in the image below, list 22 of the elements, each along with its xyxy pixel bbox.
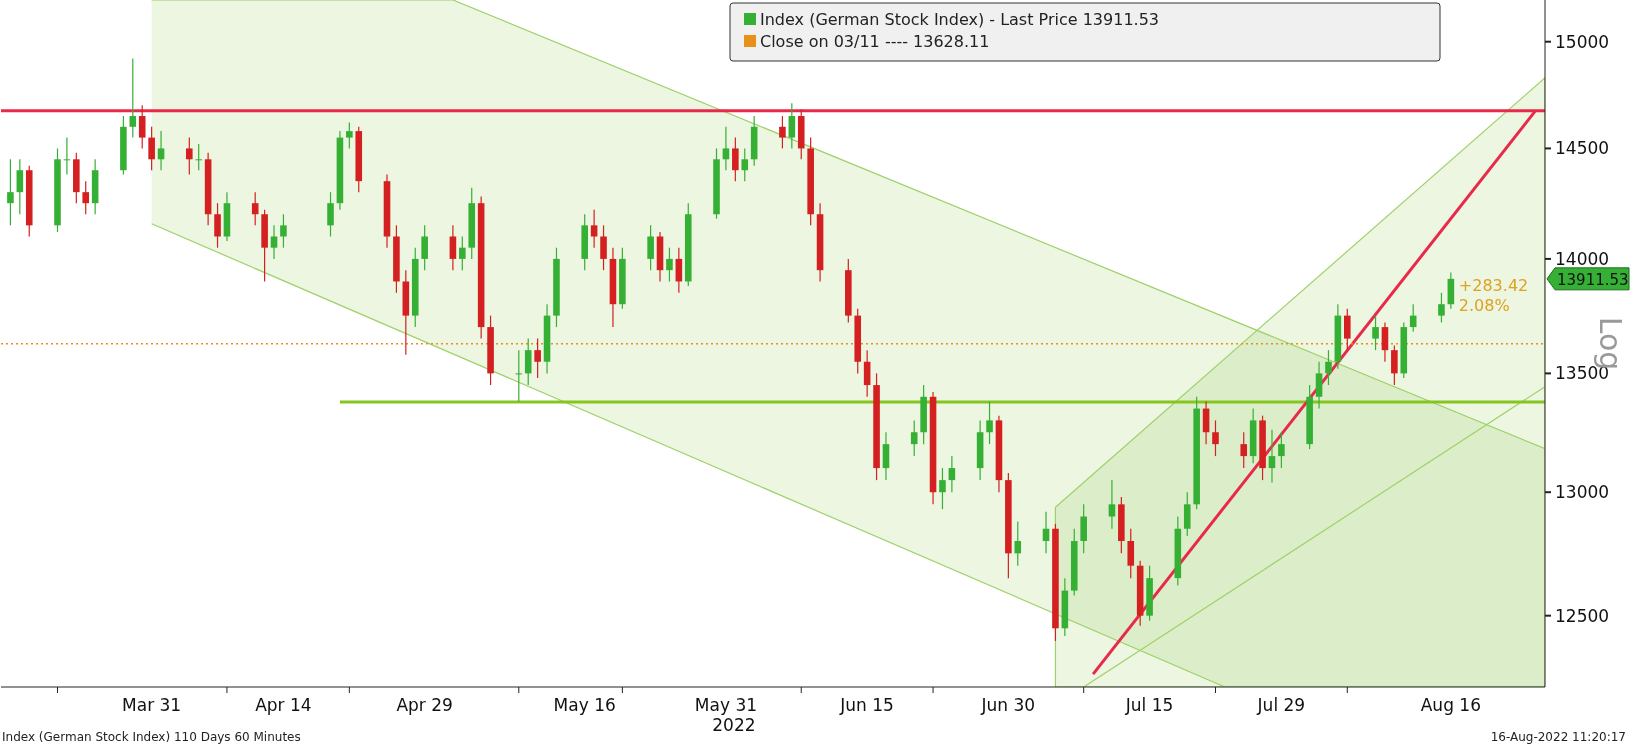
x-tick-label: Jun 30 (980, 695, 1036, 715)
x-tick-label: Mar 31 (122, 695, 182, 715)
legend-label: Index (German Stock Index) - Last Price 13911.53 (760, 10, 1160, 29)
y-tick-label: 12500 (1555, 605, 1610, 626)
y-tick-label: 13000 (1555, 482, 1610, 503)
text: 13911.53 (1557, 270, 1629, 289)
text: 16-Aug-2022 11:20:17 (1490, 730, 1626, 744)
x-tick-label: Apr 29 (396, 695, 453, 715)
x-tick-label: Apr 14 (255, 695, 312, 715)
x-tick-label: Aug 16 (1420, 695, 1481, 715)
legend-label: Close on 03/11 ---- 13628.11 (760, 32, 990, 51)
y-tick-label: 14000 (1555, 248, 1610, 269)
annotation: 2.08% (1458, 295, 1510, 315)
x-tick-label: Jun 15 (839, 695, 894, 715)
x-tick-label: May 16 (553, 695, 616, 715)
y-tick-label: 14500 (1555, 138, 1610, 159)
y-tick-label: 15000 (1555, 31, 1610, 52)
text: Index (German Stock Index) 110 Days 60 Minutes (2, 730, 301, 744)
x-tick-label: May 31 2022 (694, 695, 758, 735)
annotation: +283.42 (1458, 275, 1529, 295)
x-tick-label: Jul 15 (1124, 695, 1174, 715)
x-tick-label: Jul 29 (1256, 695, 1306, 715)
